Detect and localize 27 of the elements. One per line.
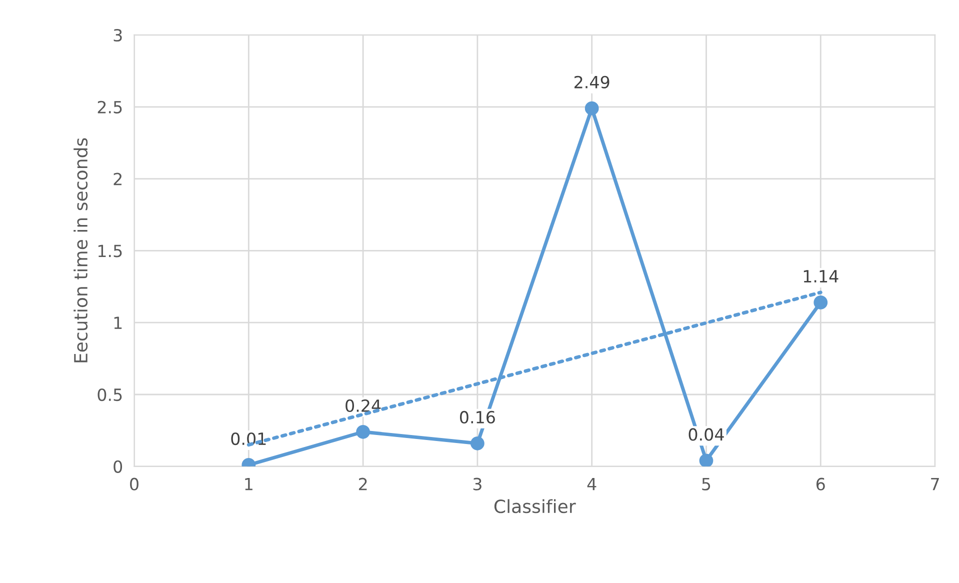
data-label: 0.04 bbox=[688, 428, 724, 441]
x-tick-label: 4 bbox=[587, 478, 596, 490]
x-tick-label: 6 bbox=[816, 478, 825, 490]
point bbox=[584, 101, 599, 116]
x-tick-label: 5 bbox=[702, 478, 710, 490]
x-tick-label: 0 bbox=[130, 478, 138, 490]
x-tick-label: 7 bbox=[931, 478, 939, 490]
x-tick-label: 3 bbox=[473, 478, 482, 490]
x-tick-label: 2 bbox=[358, 478, 367, 490]
x-tick-label: 1 bbox=[245, 478, 252, 490]
y-tick-label: 1.5 bbox=[98, 244, 122, 258]
point bbox=[814, 296, 828, 310]
data-label: 2.49 bbox=[574, 76, 610, 88]
y-tick-label: 0.5 bbox=[98, 388, 122, 402]
y-tick-label: 3 bbox=[114, 28, 122, 42]
y-tick-label: 0 bbox=[114, 460, 122, 473]
data-label: 0.24 bbox=[346, 399, 381, 412]
point bbox=[470, 436, 484, 450]
data-label: 1.14 bbox=[804, 270, 838, 282]
y-tick-label: 2 bbox=[114, 172, 122, 186]
y-axis-title: Eecution time in seconds bbox=[74, 138, 88, 362]
y-tick-label: 1 bbox=[114, 316, 122, 329]
y-tick-label: 2.5 bbox=[98, 100, 122, 114]
point bbox=[699, 454, 714, 466]
point bbox=[356, 424, 370, 439]
x-axis-title: Classifier bbox=[494, 499, 576, 514]
data-label: 0.16 bbox=[460, 410, 495, 424]
